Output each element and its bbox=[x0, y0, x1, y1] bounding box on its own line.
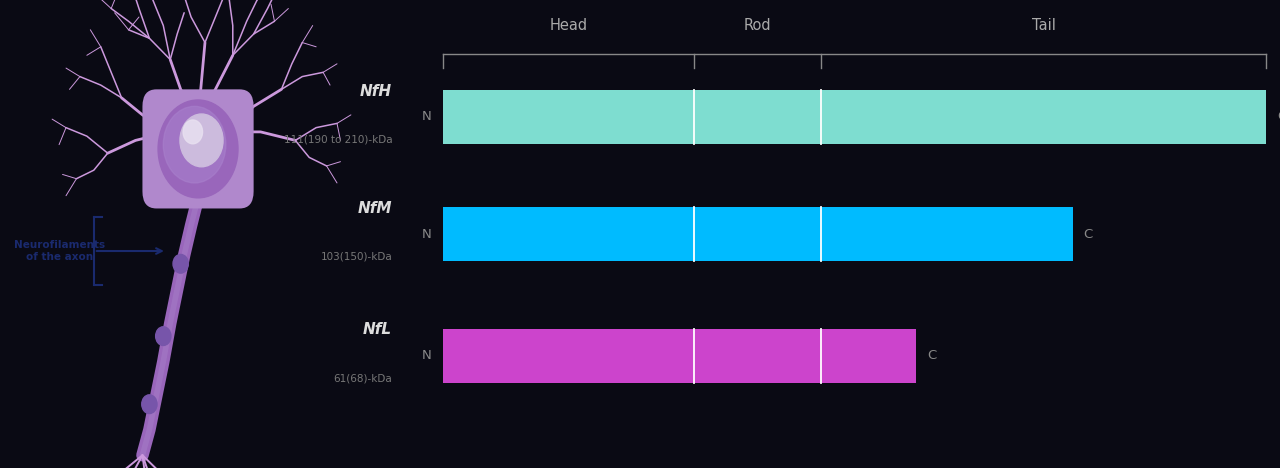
Circle shape bbox=[142, 395, 157, 414]
Text: C: C bbox=[1277, 110, 1280, 124]
Text: N: N bbox=[422, 227, 431, 241]
Text: C: C bbox=[927, 349, 937, 362]
Text: Head: Head bbox=[549, 18, 588, 33]
Text: Neurofilaments
of the axon: Neurofilaments of the axon bbox=[14, 240, 105, 262]
Circle shape bbox=[180, 114, 223, 167]
Text: NfM: NfM bbox=[357, 201, 392, 216]
Bar bbox=[443, 207, 1073, 261]
Text: N: N bbox=[422, 349, 431, 362]
Bar bbox=[443, 90, 1266, 144]
Text: NfH: NfH bbox=[360, 84, 392, 99]
Text: NfL: NfL bbox=[364, 322, 392, 337]
Text: N: N bbox=[422, 110, 431, 124]
Circle shape bbox=[159, 100, 238, 198]
FancyBboxPatch shape bbox=[142, 89, 253, 208]
Text: 111(190 to 210)-kDa: 111(190 to 210)-kDa bbox=[284, 134, 392, 145]
Circle shape bbox=[183, 120, 202, 144]
Circle shape bbox=[173, 255, 188, 273]
Text: Tail: Tail bbox=[1032, 18, 1056, 33]
Circle shape bbox=[156, 327, 172, 345]
Text: 103(150)-kDa: 103(150)-kDa bbox=[320, 251, 392, 262]
Circle shape bbox=[164, 106, 225, 183]
Text: C: C bbox=[1084, 227, 1093, 241]
Bar bbox=[443, 329, 916, 383]
Text: Rod: Rod bbox=[744, 18, 772, 33]
Text: 61(68)-kDa: 61(68)-kDa bbox=[334, 373, 392, 383]
